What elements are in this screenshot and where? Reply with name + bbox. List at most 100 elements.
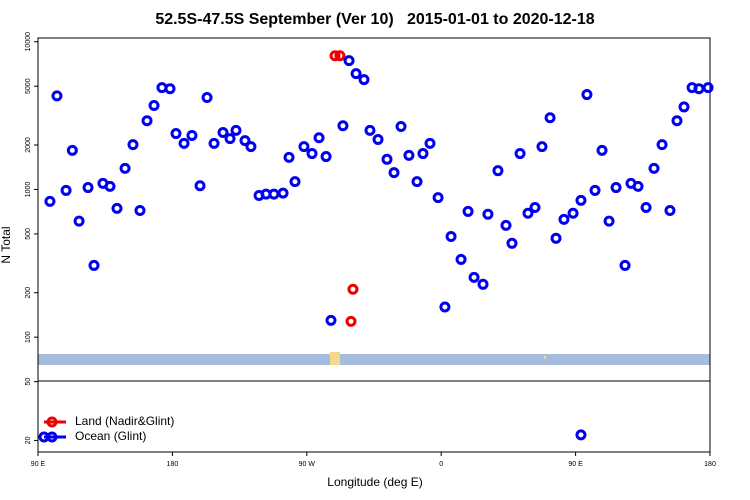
chart-title: 52.5S-47.5S September (Ver 10) 2015-01-0… — [155, 11, 594, 28]
point — [298, 141, 310, 153]
point — [230, 124, 242, 136]
point — [477, 278, 489, 290]
point — [88, 259, 100, 271]
point — [178, 137, 190, 149]
point — [482, 208, 494, 220]
y-tick-label: 10000 — [25, 32, 32, 52]
point — [417, 148, 429, 160]
point — [514, 148, 526, 160]
point — [104, 180, 116, 192]
point — [439, 301, 451, 313]
point — [82, 182, 94, 194]
point — [640, 201, 652, 213]
legend-label: Land (Nadir&Glint) — [75, 414, 174, 428]
point — [506, 237, 518, 249]
point — [201, 92, 213, 104]
x-tick-label: 180 — [704, 461, 716, 468]
point — [550, 232, 562, 244]
point — [462, 205, 474, 217]
point — [350, 68, 362, 80]
point — [283, 151, 295, 163]
point — [581, 89, 593, 101]
point — [388, 167, 400, 179]
point — [306, 148, 318, 160]
x-tick-label: 90 E — [31, 461, 46, 468]
point — [320, 151, 332, 163]
point — [671, 115, 683, 127]
point — [536, 141, 548, 153]
point — [170, 128, 182, 140]
point — [44, 195, 56, 207]
point — [217, 126, 229, 138]
x-tick-label: 0 — [439, 461, 443, 468]
point — [424, 137, 436, 149]
point — [313, 132, 325, 144]
y-tick-label: 500 — [25, 228, 32, 240]
y-axis-label: N Total — [0, 226, 13, 263]
point — [381, 153, 393, 165]
y-tick-label: 50 — [25, 378, 32, 386]
point — [329, 50, 341, 62]
point — [664, 205, 676, 217]
point — [575, 194, 587, 206]
y-tick-label: 20 — [25, 436, 32, 444]
point — [141, 115, 153, 127]
point — [358, 74, 370, 86]
point — [500, 219, 512, 231]
point — [51, 90, 63, 102]
point — [66, 144, 78, 156]
map-strip — [38, 352, 710, 365]
point — [529, 201, 541, 213]
point — [411, 176, 423, 188]
point — [567, 207, 579, 219]
point — [610, 182, 622, 194]
point — [648, 162, 660, 174]
point — [575, 429, 587, 441]
x-tick-label: 90 E — [568, 461, 583, 468]
point — [693, 83, 705, 95]
point — [522, 207, 534, 219]
y-tick-label: 200 — [25, 287, 32, 299]
point — [148, 100, 160, 112]
point — [73, 215, 85, 227]
point — [544, 112, 556, 124]
point — [268, 188, 280, 200]
point — [702, 82, 714, 94]
point — [127, 139, 139, 151]
y-tick-label: 2000 — [25, 137, 32, 153]
point — [403, 149, 415, 161]
x-tick-label: 180 — [167, 461, 179, 468]
point — [343, 55, 355, 67]
legend-marker — [46, 431, 58, 443]
point — [656, 139, 668, 151]
point — [186, 129, 198, 141]
legend-label: Ocean (Glint) — [75, 429, 146, 443]
point — [678, 101, 690, 113]
point — [345, 315, 357, 327]
point — [596, 144, 608, 156]
point — [372, 133, 384, 145]
point — [468, 271, 480, 283]
x-tick-label: 90 W — [299, 461, 316, 468]
point — [492, 165, 504, 177]
y-tick-label: 5000 — [25, 78, 32, 94]
point — [245, 141, 257, 153]
point — [277, 187, 289, 199]
point — [445, 231, 457, 243]
point — [632, 180, 644, 192]
point — [111, 202, 123, 214]
plot-frame — [37, 37, 711, 453]
legend-marker — [46, 416, 58, 428]
point — [224, 133, 236, 145]
point — [334, 50, 346, 62]
point — [337, 120, 349, 132]
point — [603, 215, 615, 227]
point — [395, 120, 407, 132]
point — [619, 259, 631, 271]
y-tick-label: 1000 — [25, 182, 32, 198]
point — [119, 162, 131, 174]
point — [558, 213, 570, 225]
point — [364, 124, 376, 136]
point — [289, 176, 301, 188]
